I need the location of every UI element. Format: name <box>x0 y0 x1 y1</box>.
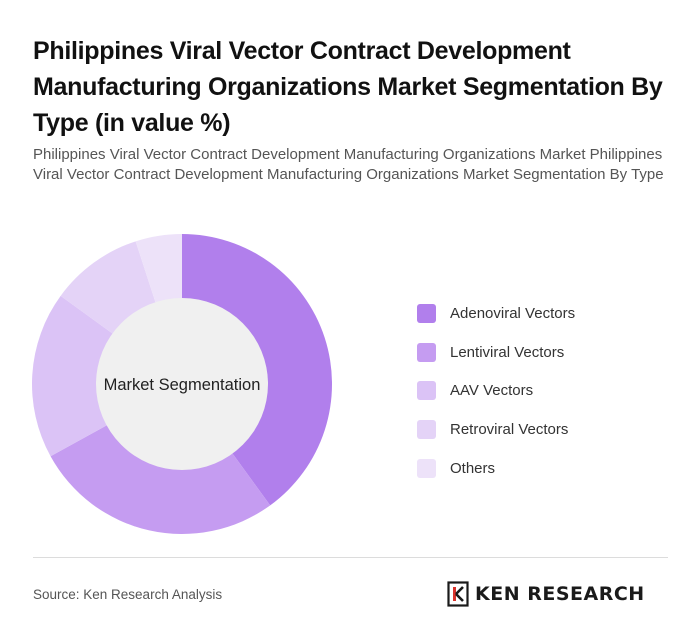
ken-research-logo-icon <box>447 581 469 607</box>
source-note: Source: Ken Research Analysis <box>33 587 223 602</box>
donut-hole <box>96 298 268 470</box>
legend-item: Adenoviral Vectors <box>417 294 575 333</box>
legend-label: AAV Vectors <box>450 382 534 400</box>
chart-area: Market Segmentation Adenoviral Vectors Le… <box>0 222 700 542</box>
logo-text: KEN RESEARCH <box>475 583 645 605</box>
center-label: Market Segmentation <box>104 376 261 394</box>
legend-item: Others <box>417 449 575 488</box>
legend-swatch <box>417 419 436 439</box>
legend-label: Retroviral Vectors <box>450 420 569 438</box>
legend-swatch <box>417 381 436 401</box>
legend-item: AAV Vectors <box>417 371 575 410</box>
footer-divider <box>33 557 668 558</box>
donut-chart: Market Segmentation <box>32 234 332 534</box>
legend-swatch <box>417 342 436 362</box>
chart-subtitle: Philippines Viral Vector Contract Develo… <box>33 146 664 183</box>
chart-legend: Adenoviral Vectors Lentiviral Vectors AAV … <box>417 294 575 487</box>
legend-swatch <box>417 458 436 478</box>
legend-item: Retroviral Vectors <box>417 410 575 449</box>
ken-research-logo: KEN RESEARCH <box>447 581 645 607</box>
chart-title: Philippines Viral Vector Contract Develo… <box>33 37 663 137</box>
legend-label: Lentiviral Vectors <box>450 343 565 361</box>
legend-label: Adenoviral Vectors <box>450 304 576 322</box>
legend-label: Others <box>450 459 496 477</box>
legend-swatch <box>417 303 436 323</box>
legend-item: Lentiviral Vectors <box>417 333 575 372</box>
